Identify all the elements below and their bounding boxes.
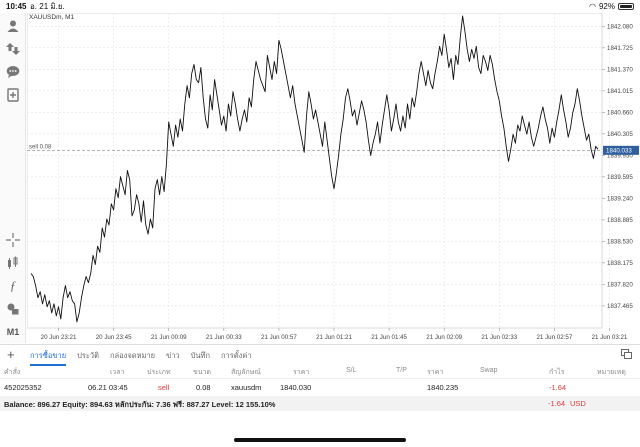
tab-journal[interactable]: บันทึก: [190, 351, 211, 360]
row-profit: -1.64: [549, 383, 567, 392]
tab-settings[interactable]: การตั้งค่า: [221, 351, 252, 360]
row-open-price: 1840.030: [280, 383, 312, 392]
battery-icon: [618, 3, 634, 10]
balance-bar: Balance: 896.27 Equity: 894.63 หลักประกั…: [0, 396, 640, 411]
terminal-tabs: การซื้อขาย ประวัติ กล่องจดหมาย ข่าว บันท…: [30, 350, 252, 366]
col-size: ขนาด: [193, 369, 212, 376]
tab-trade[interactable]: การซื้อขาย: [30, 350, 67, 366]
new-order-icon[interactable]: [3, 85, 23, 105]
chart-toolbar: ƒ M1: [0, 13, 26, 343]
y-tick-label: 1841.370: [607, 67, 633, 74]
col-tp: T/P: [396, 367, 407, 374]
row-type: sell: [158, 383, 170, 392]
indicators-icon[interactable]: [3, 253, 23, 273]
col-open-price: ราคา: [293, 369, 310, 376]
trade-arrows-icon[interactable]: [3, 39, 23, 59]
wifi-icon: ◠: [589, 2, 596, 11]
tab-history[interactable]: ประวัติ: [77, 351, 100, 360]
y-tick-label: 1841.015: [607, 88, 633, 95]
x-tick-label: 20 Jun 23:21: [41, 334, 77, 341]
y-tick-label: 1840.305: [607, 131, 633, 138]
col-profit: กำไร: [549, 369, 565, 376]
timeframe-button[interactable]: M1: [6, 327, 20, 337]
tab-mailbox[interactable]: กล่องจดหมาย: [110, 351, 156, 360]
chat-icon[interactable]: [3, 62, 23, 82]
col-swap: Swap: [480, 367, 498, 374]
status-date: อ. 21 มิ.ย.: [30, 2, 65, 11]
x-tick-label: 21 Jun 02:33: [481, 334, 517, 341]
terminal-tabbar: + การซื้อขาย ประวัติ กล่องจดหมาย ข่าว บั…: [0, 344, 640, 366]
profit-currency: USD: [570, 399, 586, 408]
battery-percent: 92%: [598, 2, 615, 11]
crosshair-icon[interactable]: [3, 230, 23, 250]
col-order: คำสั่ง: [4, 369, 21, 376]
order-line-label: sell 0.08: [29, 145, 52, 151]
price-chart[interactable]: 1842.080 1841.725 1841.370 1841.015 1840.660…: [26, 12, 640, 343]
current-price-tag: [603, 145, 639, 155]
x-tick-label: 21 Jun 02:09: [426, 334, 462, 341]
home-indicator: [234, 438, 406, 442]
y-tick-label: 1841.725: [607, 45, 633, 52]
y-tick-label: 1839.950: [607, 153, 633, 160]
battery-fill: [620, 5, 632, 8]
expand-icon[interactable]: [621, 349, 632, 361]
x-tick-label: 21 Jun 03:21: [592, 334, 628, 341]
y-tick-label: 1837.465: [607, 303, 633, 310]
plot-frame: [26, 12, 603, 329]
row-time: 06.21 03:45: [88, 383, 128, 392]
function-icon[interactable]: ƒ: [9, 278, 17, 293]
status-bar: 10:45 อ. 21 มิ.ย. ◠ 92%: [0, 0, 640, 13]
row-symbol: xauusdm: [231, 383, 262, 392]
y-tick-label: 1842.080: [607, 24, 633, 31]
row-price: 1840.235: [427, 383, 459, 392]
y-tick-label: 1839.595: [607, 174, 633, 181]
account-icon[interactable]: [3, 16, 23, 36]
status-right: ◠ 92%: [589, 0, 634, 13]
col-type: ประเภท: [147, 369, 171, 376]
table-row[interactable]: 452025352 06.21 03:45 sell 0.08 xauusdm …: [0, 379, 640, 396]
price-series-line: [30, 15, 599, 323]
trade-table: คำสั่ง เวลา ประเภท ขนาด สัญลักษณ์ ราคา S…: [0, 364, 640, 396]
add-icon[interactable]: +: [7, 347, 15, 362]
col-price: ราคา: [427, 369, 444, 376]
y-tick-label: 1838.175: [607, 260, 633, 267]
y-tick-label: 1838.530: [607, 239, 633, 246]
row-size: 0.08: [196, 383, 211, 392]
x-tick-label: 21 Jun 01:45: [371, 334, 407, 341]
col-sl: S/L: [346, 367, 357, 374]
y-tick-label: 1839.240: [607, 196, 633, 203]
x-tick-label: 21 Jun 01:21: [316, 334, 352, 341]
y-tick-label: 1840.660: [607, 110, 633, 117]
x-tick-label: 21 Jun 00:09: [151, 334, 187, 341]
x-tick-label: 21 Jun 00:57: [261, 334, 297, 341]
status-time: 10:45: [6, 2, 27, 11]
total-profit: -1.64: [548, 399, 566, 408]
row-order: 452025352: [4, 383, 42, 392]
chart-canvas[interactable]: 1842.080 1841.725 1841.370 1841.015 1840.660…: [26, 12, 640, 343]
col-time: เวลา: [110, 369, 125, 376]
tab-news[interactable]: ข่าว: [166, 351, 180, 360]
y-tick-label: 1837.820: [607, 282, 633, 289]
col-symbol: สัญลักษณ์: [231, 369, 261, 376]
x-tick-label: 21 Jun 00:33: [206, 334, 242, 341]
objects-icon[interactable]: [3, 299, 23, 319]
col-comment: หมายเหตุ: [597, 369, 626, 376]
x-tick-label: 20 Jun 23:45: [96, 334, 132, 341]
chart-symbol-label: XAUUSDm, M1: [29, 14, 75, 21]
y-tick-label: 1838.885: [607, 217, 633, 224]
x-tick-label: 21 Jun 02:57: [536, 334, 572, 341]
balance-text: Balance: 896.27 Equity: 894.63 หลักประกั…: [4, 400, 276, 409]
table-header: คำสั่ง เวลา ประเภท ขนาด สัญลักษณ์ ราคา S…: [0, 364, 640, 379]
current-price-label: 1840.033: [606, 148, 632, 155]
